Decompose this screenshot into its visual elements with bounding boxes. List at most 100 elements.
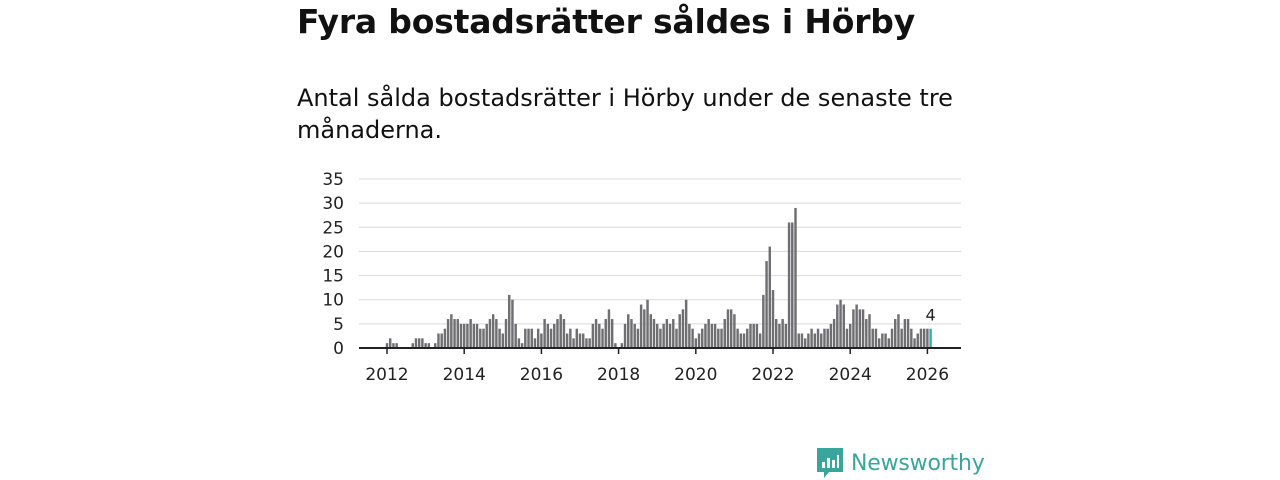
- bar: [887, 338, 891, 348]
- x-tick-label: 2016: [520, 365, 563, 385]
- bar: [688, 323, 691, 348]
- bar: [768, 246, 772, 348]
- bar: [681, 309, 685, 348]
- bar: [894, 319, 897, 348]
- bar: [694, 338, 698, 348]
- bar: [842, 304, 845, 348]
- bar: [774, 319, 778, 348]
- bar: [450, 314, 453, 348]
- y-tick-label: 10: [322, 291, 344, 311]
- x-tick-label: 2020: [674, 365, 717, 385]
- bar: [508, 294, 511, 348]
- bar: [829, 323, 833, 348]
- bar: [524, 328, 527, 348]
- bar: [424, 343, 427, 348]
- bar: [701, 328, 704, 348]
- bar: [691, 328, 694, 348]
- bar: [562, 319, 566, 348]
- bar: [427, 343, 431, 348]
- bar: [594, 319, 598, 348]
- bar: [684, 299, 688, 348]
- bar: [813, 333, 817, 348]
- bar: [414, 338, 418, 348]
- bar: [488, 319, 492, 348]
- bar: [610, 319, 614, 348]
- bar: [482, 328, 485, 348]
- bar: [627, 314, 630, 348]
- bar: [877, 338, 881, 348]
- bar: [443, 328, 447, 348]
- bar: [569, 328, 572, 348]
- bar: [643, 309, 646, 348]
- bar: [820, 333, 823, 348]
- bar: [746, 328, 749, 348]
- bar: [636, 328, 640, 348]
- bar: [646, 299, 649, 348]
- bar: [543, 319, 546, 348]
- bar: [553, 323, 556, 348]
- bar: [479, 328, 482, 348]
- bar: [778, 323, 781, 348]
- bar: [848, 323, 852, 348]
- x-tick-label: 2014: [443, 365, 486, 385]
- bar: [607, 309, 611, 348]
- bar: [662, 323, 665, 348]
- bar: [475, 323, 479, 348]
- bar: [903, 319, 907, 348]
- bar: [791, 222, 794, 348]
- bar: [890, 328, 894, 348]
- bar: [794, 207, 797, 348]
- bar: [633, 323, 636, 348]
- bar: [385, 343, 389, 348]
- y-tick-label: 30: [322, 194, 344, 214]
- bar: [897, 314, 900, 348]
- bar: [581, 333, 585, 348]
- data-label: 4: [926, 306, 936, 325]
- bar: [462, 323, 466, 348]
- bar: [527, 328, 530, 348]
- bar: [620, 343, 624, 348]
- bar: [540, 333, 543, 348]
- bar: [710, 323, 714, 348]
- bar: [884, 333, 887, 348]
- newsworthy-logo-icon: [817, 448, 843, 478]
- newsworthy-logo-text: Newsworthy: [851, 450, 985, 476]
- bar: [440, 333, 443, 348]
- x-tick-label: 2022: [751, 365, 794, 385]
- bar: [781, 319, 784, 348]
- y-tick-label: 15: [322, 267, 344, 287]
- bar: [717, 328, 720, 348]
- bar: [868, 314, 871, 348]
- bar: [417, 338, 421, 348]
- y-tick-label: 5: [333, 315, 344, 335]
- bar: [900, 328, 903, 348]
- bar: [865, 319, 868, 348]
- bar: [498, 328, 501, 348]
- bar: [665, 319, 669, 348]
- bar: [469, 319, 472, 348]
- y-tick-label: 25: [322, 218, 344, 238]
- bar: [810, 328, 813, 348]
- bar: [797, 333, 800, 348]
- bar: [852, 309, 855, 348]
- bar: [704, 323, 707, 348]
- bar: [668, 323, 672, 348]
- bar: [845, 328, 849, 348]
- bar: [861, 309, 865, 348]
- bar: [858, 309, 862, 348]
- bar: [466, 323, 469, 348]
- bar: [614, 343, 617, 348]
- bar: [392, 343, 395, 348]
- bar: [787, 222, 791, 348]
- bar: [723, 319, 726, 348]
- bar: [906, 319, 910, 348]
- bar: [655, 323, 659, 348]
- bar: [501, 333, 505, 348]
- bar: [572, 338, 575, 348]
- bar: [720, 328, 723, 348]
- bar: [871, 328, 874, 348]
- bar: [807, 333, 810, 348]
- bar: [504, 319, 508, 348]
- bar: [713, 323, 717, 348]
- bar: [739, 333, 743, 348]
